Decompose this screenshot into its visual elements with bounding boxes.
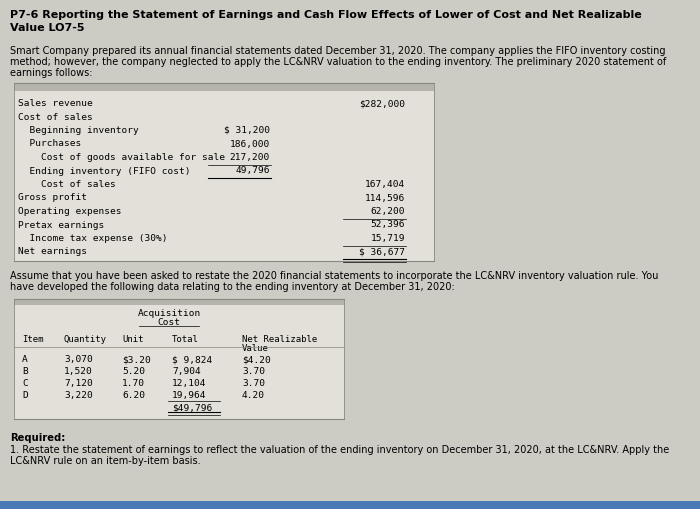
Text: Purchases: Purchases (18, 139, 81, 149)
Text: $49,796: $49,796 (172, 403, 212, 412)
Text: 1,520: 1,520 (64, 367, 92, 376)
Text: 52,396: 52,396 (370, 220, 405, 230)
Text: A: A (22, 355, 28, 364)
Text: 12,104: 12,104 (172, 379, 206, 388)
Text: 114,596: 114,596 (365, 193, 405, 203)
Text: D: D (22, 391, 28, 400)
Text: $3.20: $3.20 (122, 355, 150, 364)
Text: 217,200: 217,200 (230, 153, 270, 162)
Text: 4.20: 4.20 (242, 391, 265, 400)
Text: Smart Company prepared its annual financial statements dated December 31, 2020. : Smart Company prepared its annual financ… (10, 46, 666, 56)
Text: 19,964: 19,964 (172, 391, 206, 400)
Text: method; however, the company neglected to apply the LC&NRV valuation to the endi: method; however, the company neglected t… (10, 57, 666, 67)
Text: Net earnings: Net earnings (18, 247, 87, 257)
Text: Total: Total (172, 335, 199, 344)
Bar (14, 299, 344, 419)
Text: 62,200: 62,200 (370, 207, 405, 216)
Text: Required:: Required: (10, 433, 65, 443)
Text: B: B (22, 367, 28, 376)
Text: 186,000: 186,000 (230, 139, 270, 149)
Text: 7,120: 7,120 (64, 379, 92, 388)
Text: 15,719: 15,719 (370, 234, 405, 243)
Text: have developed the following data relating to the ending inventory at December 3: have developed the following data relati… (10, 282, 455, 292)
Text: Pretax earnings: Pretax earnings (18, 220, 104, 230)
Text: Sales revenue: Sales revenue (18, 99, 92, 108)
Text: Quantity: Quantity (64, 335, 107, 344)
Text: $ 36,677: $ 36,677 (359, 247, 405, 257)
Text: 3,070: 3,070 (64, 355, 92, 364)
Text: earnings follows:: earnings follows: (10, 68, 92, 78)
Text: Cost of sales: Cost of sales (18, 112, 92, 122)
Text: $ 9,824: $ 9,824 (172, 355, 212, 364)
Text: 1.70: 1.70 (122, 379, 145, 388)
Text: Net Realizable: Net Realizable (242, 335, 317, 344)
Text: 3.70: 3.70 (242, 367, 265, 376)
Text: 1. Restate the statement of earnings to reflect the valuation of the ending inve: 1. Restate the statement of earnings to … (10, 445, 669, 455)
Text: 3.70: 3.70 (242, 379, 265, 388)
Text: Operating expenses: Operating expenses (18, 207, 122, 216)
Text: 5.20: 5.20 (122, 367, 145, 376)
Bar (14, 299, 344, 305)
Bar (14, 91, 434, 261)
Text: Income tax expense (30%): Income tax expense (30%) (18, 234, 167, 243)
Text: $282,000: $282,000 (359, 99, 405, 108)
Bar (14, 83, 434, 91)
Text: 3,220: 3,220 (64, 391, 92, 400)
Text: P7-6 Reporting the Statement of Earnings and Cash Flow Effects of Lower of Cost : P7-6 Reporting the Statement of Earnings… (10, 10, 642, 20)
Text: 6.20: 6.20 (122, 391, 145, 400)
Text: Item: Item (22, 335, 43, 344)
Text: Beginning inventory: Beginning inventory (18, 126, 139, 135)
Text: C: C (22, 379, 28, 388)
Text: Value LO7-5: Value LO7-5 (10, 23, 85, 33)
Text: Assume that you have been asked to restate the 2020 financial statements to inco: Assume that you have been asked to resta… (10, 271, 659, 281)
Text: $4.20: $4.20 (242, 355, 271, 364)
Text: Gross profit: Gross profit (18, 193, 87, 203)
Text: $ 31,200: $ 31,200 (224, 126, 270, 135)
Text: 49,796: 49,796 (235, 166, 270, 176)
Text: Acquisition: Acquisition (137, 309, 201, 318)
Bar (0, 501, 700, 509)
Text: Unit: Unit (122, 335, 144, 344)
Text: Value: Value (242, 344, 269, 353)
Text: Cost of goods available for sale: Cost of goods available for sale (18, 153, 225, 162)
Text: 167,404: 167,404 (365, 180, 405, 189)
Text: Cost: Cost (158, 318, 181, 327)
Text: LC&NRV rule on an item-by-item basis.: LC&NRV rule on an item-by-item basis. (10, 456, 201, 466)
Text: Cost of sales: Cost of sales (18, 180, 116, 189)
Text: 7,904: 7,904 (172, 367, 201, 376)
Text: Ending inventory (FIFO cost): Ending inventory (FIFO cost) (18, 166, 190, 176)
